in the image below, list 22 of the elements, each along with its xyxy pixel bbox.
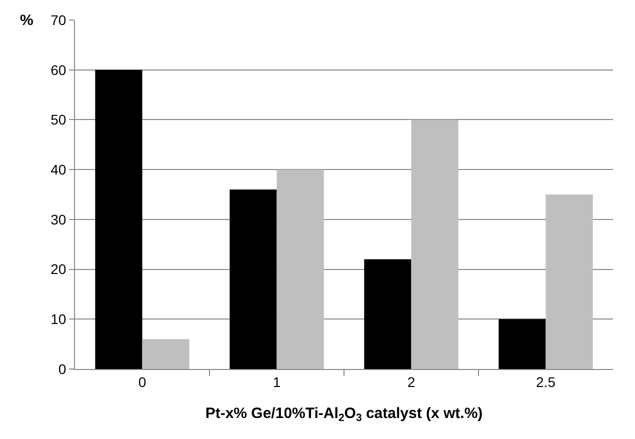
x-tick-label: 2 — [407, 374, 416, 390]
x-tick-label: 0 — [138, 374, 146, 390]
y-axis-title: % — [20, 12, 34, 29]
y-tick-label: 70 — [50, 12, 66, 28]
bar — [142, 339, 190, 369]
x-axis-title: Pt-x% Ge/10%Ti-Al$_{2}$O$_{3}$ catalyst (x wt.%) — [205, 404, 483, 424]
y-tick-label: 60 — [50, 62, 66, 78]
bar — [230, 190, 277, 369]
y-tick-label: 10 — [50, 311, 66, 328]
bar — [546, 194, 593, 369]
bar — [276, 170, 324, 369]
bar — [498, 319, 546, 369]
x-tick-label: 2.5 — [536, 374, 556, 390]
bar — [364, 259, 412, 369]
bar — [411, 120, 458, 369]
y-tick-label: 20 — [50, 261, 66, 278]
x-tick-label: 1 — [272, 374, 281, 390]
y-tick-label: 0 — [58, 360, 66, 377]
bar — [95, 70, 142, 369]
y-tick-label: 50 — [50, 112, 66, 128]
y-tick-label: 30 — [50, 211, 66, 228]
y-tick-label: 40 — [50, 161, 66, 178]
